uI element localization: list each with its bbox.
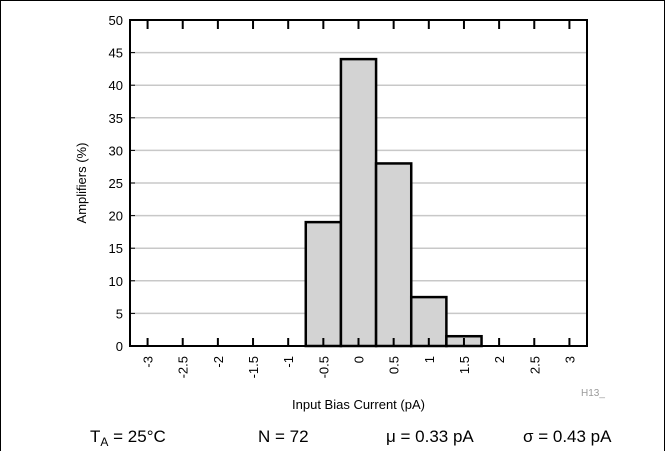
y-tick-label-40: 40 [109,78,123,93]
temperature-subscript: A [100,435,109,449]
y-tick-label-5: 5 [116,306,123,321]
x-tick-label--1: -1 [281,356,296,368]
y-tick-label-45: 45 [109,46,123,61]
x-tick-label--2.5: -2.5 [176,356,191,378]
x-tick-label-1: 1 [422,356,437,363]
histogram-bar--0.5 [304,220,343,348]
figure-id-watermark: H13_ [581,388,605,399]
x-tick-label-1.5: 1.5 [457,356,472,374]
x-tick-label-2.5: 2.5 [527,356,542,374]
temperature-caption: TA = 25°C [90,427,166,449]
std-dev-caption: σ = 0.43 pA [523,427,612,446]
y-tick-label-25: 25 [109,176,123,191]
axis-ticks [130,19,571,347]
y-tick-label-0: 0 [116,339,123,354]
y-tick-label-50: 50 [109,13,123,28]
mean-caption: μ = 0.33 pA [386,427,474,446]
x-tick-label--1.5: -1.5 [246,356,261,378]
x-tick-label-0.5: 0.5 [387,356,402,374]
histogram-bar-0.5 [374,162,413,348]
x-tick-label-0: 0 [352,356,367,363]
y-tick-label-35: 35 [109,111,123,126]
y-axis-title: Amplifiers (%) [74,143,89,224]
x-tick-label--3: -3 [141,356,156,368]
y-tick-labels: 0 5 10 15 20 25 30 35 40 45 50 [109,13,123,354]
histogram-bar-0 [339,57,378,348]
x-tick-label--2: -2 [211,356,226,368]
y-tick-label-15: 15 [109,241,123,256]
x-tick-labels: -3 -2.5 -2 -1.5 -1 -0.5 0 0.5 1 1.5 2 2.5 3 [141,356,578,378]
x-tick-label-2: 2 [492,356,507,363]
y-tick-label-30: 30 [109,143,123,158]
temperature-value: = 25°C [108,427,166,446]
y-tick-label-20: 20 [109,209,123,224]
x-axis-title: Input Bias Current (pA) [292,397,425,412]
histogram-bars [304,57,483,348]
x-tick-label-3: 3 [562,356,577,363]
sample-count-caption: N = 72 [258,427,309,446]
x-tick-label--0.5: -0.5 [316,356,331,378]
temperature-symbol: T [90,427,101,446]
y-tick-label-10: 10 [109,274,123,289]
